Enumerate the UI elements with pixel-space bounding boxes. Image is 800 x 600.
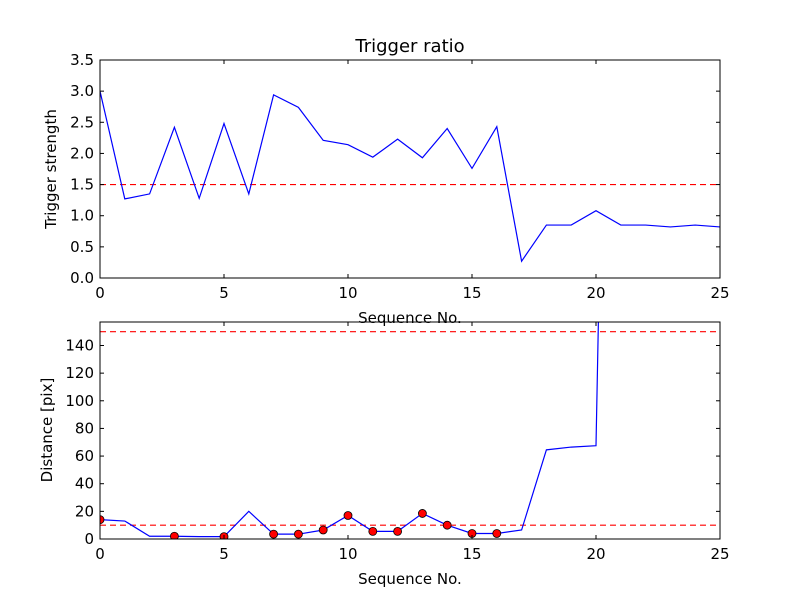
series-line bbox=[100, 322, 599, 538]
y-tick-label: 2.0 bbox=[70, 144, 94, 162]
y-tick-label: 2.5 bbox=[70, 113, 94, 131]
data-point-marker bbox=[368, 526, 378, 536]
x-tick-label: 0 bbox=[95, 284, 105, 302]
x-tick-label: 20 bbox=[586, 284, 605, 302]
y-tick-label: 100 bbox=[65, 392, 94, 410]
y-tick-label: 1.0 bbox=[70, 207, 94, 225]
axis-ticks: 0 5 10 15 20 25 0.0 0.5 1.0 1.5 2.0 2.5 3.0 3.5 bbox=[70, 51, 729, 302]
y-tick-label: 3.0 bbox=[70, 82, 94, 100]
plot-area bbox=[100, 91, 720, 263]
data-point-marker bbox=[100, 515, 105, 525]
axes-frame bbox=[99, 321, 721, 540]
y-tick-label: 0.5 bbox=[70, 238, 94, 256]
y-tick-label: 1.5 bbox=[70, 176, 94, 194]
trigger-ratio-chart: Trigger ratio 0 5 10 15 20 25 0.0 0.5 1.0 1.5 2.0 2… bbox=[42, 36, 730, 327]
y-tick-label: 0.0 bbox=[70, 269, 94, 287]
data-point-marker bbox=[170, 531, 179, 539]
x-axis-label: Sequence No. bbox=[358, 309, 462, 327]
y-tick-label: 60 bbox=[75, 447, 94, 465]
y-tick-label: 20 bbox=[75, 502, 94, 520]
x-tick-label: 15 bbox=[462, 545, 481, 563]
x-tick-label: 5 bbox=[219, 545, 229, 563]
y-axis-label: Distance [pix] bbox=[38, 378, 56, 483]
y-tick-label: 40 bbox=[75, 475, 94, 493]
y-tick-label: 80 bbox=[75, 419, 94, 437]
data-point-marker bbox=[393, 526, 403, 536]
series-line bbox=[100, 91, 720, 263]
x-tick-label: 15 bbox=[462, 284, 481, 302]
distance-chart: 0 5 10 15 20 25 0 20 40 60 80 100 120 140 Sequence No… bbox=[38, 321, 730, 588]
x-axis-label: Sequence No. bbox=[358, 570, 462, 588]
x-tick-label: 25 bbox=[710, 284, 729, 302]
x-tick-label: 10 bbox=[338, 284, 357, 302]
y-tick-label: 120 bbox=[65, 364, 94, 382]
axis-ticks: 0 5 10 15 20 25 0 20 40 60 80 100 120 140 bbox=[65, 322, 730, 563]
y-axis-label: Trigger strength bbox=[42, 109, 60, 230]
data-point-marker bbox=[417, 509, 427, 518]
x-tick-label: 5 bbox=[219, 284, 229, 302]
axes-frame bbox=[99, 59, 721, 279]
data-point-marker bbox=[318, 525, 328, 535]
data-point-marker bbox=[343, 511, 353, 520]
x-tick-label: 0 bbox=[95, 545, 105, 563]
plot-area bbox=[100, 322, 720, 539]
x-tick-label: 25 bbox=[710, 545, 729, 563]
y-tick-label: 3.5 bbox=[70, 51, 94, 69]
data-point-marker bbox=[269, 529, 279, 539]
y-tick-label: 0 bbox=[84, 530, 94, 548]
x-tick-label: 10 bbox=[338, 545, 357, 563]
y-tick-label: 140 bbox=[65, 336, 94, 354]
x-tick-label: 20 bbox=[586, 545, 605, 563]
data-point-marker bbox=[293, 529, 303, 539]
data-point-marker bbox=[492, 529, 502, 538]
chart-title: Trigger ratio bbox=[354, 36, 464, 57]
data-point-marker bbox=[442, 520, 452, 530]
